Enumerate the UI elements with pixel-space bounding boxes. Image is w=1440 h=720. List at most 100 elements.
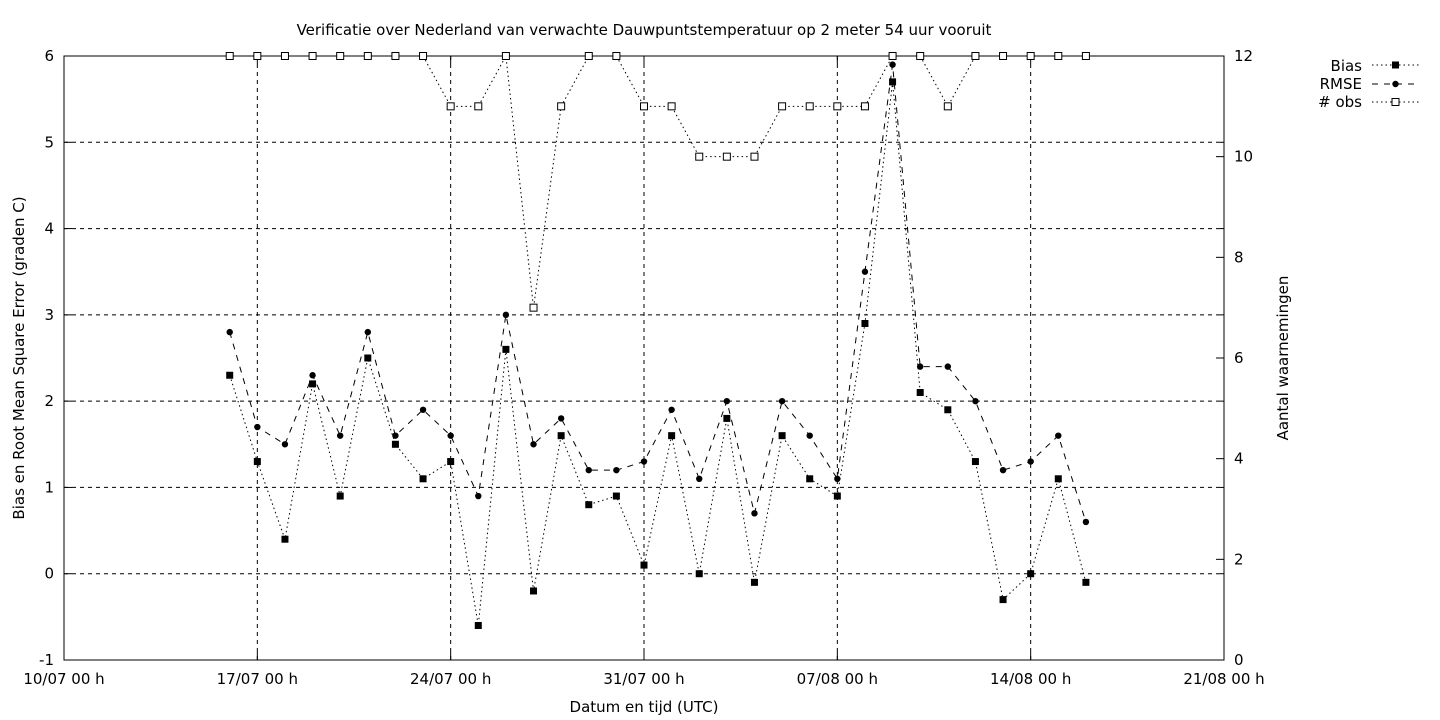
data-point-bias: [944, 406, 952, 414]
data-point-bias: [668, 432, 676, 440]
data-point-bias: [253, 458, 261, 466]
x-axis-ticks: 10/07 00 h 17/07 00 h 24/07 00 h 31/07 00 h…: [23, 56, 1265, 688]
data-point-rmse: [530, 441, 537, 448]
data-point-rmse: [806, 432, 813, 439]
data-point-bias: [502, 345, 510, 353]
data-point-obs: [640, 102, 648, 111]
data-point-obs: [584, 52, 593, 60]
data-point-bias: [889, 78, 897, 86]
data-point-rmse: [1027, 458, 1034, 465]
data-point-bias: [916, 389, 924, 397]
legend-marker-bias: [1392, 61, 1399, 69]
data-point-obs: [446, 102, 455, 111]
data-point-bias: [612, 492, 620, 500]
data-point-bias: [806, 475, 814, 483]
data-point-rmse: [502, 311, 510, 319]
data-point-bias: [447, 458, 455, 466]
y-tick-label: 4: [44, 220, 54, 238]
data-point-bias: [585, 501, 593, 509]
data-point-bias: [530, 587, 538, 595]
data-point-bias: [833, 492, 841, 500]
data-point-rmse: [613, 466, 620, 474]
x-tick-label: 17/07 00 h: [217, 670, 298, 688]
data-point-obs: [474, 102, 483, 111]
data-point-bias: [391, 440, 399, 448]
data-point-obs: [529, 303, 538, 312]
data-point-rmse: [281, 441, 289, 448]
data-point-obs: [943, 102, 952, 111]
y2-tick-label: 0: [1234, 651, 1244, 669]
data-point-rmse: [336, 432, 344, 439]
data-point-obs: [999, 52, 1008, 60]
data-point-obs: [501, 52, 510, 60]
data-point-obs: [805, 102, 814, 111]
data-point-rmse: [226, 328, 233, 336]
y2-tick-label: 10: [1234, 148, 1253, 166]
legend: Bias RMSE # obs: [1318, 57, 1420, 111]
x-axis-label: Datum en tijd (UTC): [570, 698, 719, 716]
data-point-rmse: [392, 432, 399, 439]
data-point-rmse: [889, 61, 896, 68]
series-line-bias: [229, 81, 1087, 626]
legend-label-rmse: RMSE: [1320, 75, 1362, 93]
y-tick-label: 3: [44, 306, 54, 324]
series-bias: [226, 78, 1090, 629]
data-point-obs: [363, 52, 372, 60]
data-point-rmse: [364, 328, 372, 336]
legend-label-obs: # obs: [1318, 93, 1362, 111]
data-point-bias: [336, 492, 344, 500]
data-point-rmse: [254, 423, 261, 431]
legend-marker-rmse: [1392, 80, 1399, 88]
data-point-rmse: [916, 363, 924, 370]
y-axis-ticks: -1 0 1 2 3 4 5 6: [39, 47, 1224, 669]
data-point-obs: [778, 102, 787, 111]
y2-axis-ticks: 0 2 4 6 8 10 12: [1216, 47, 1253, 669]
series-line-obs: [229, 54, 1086, 308]
data-point-obs: [833, 102, 842, 111]
y-axis-label: Bias en Root Mean Square Error (graden C…: [10, 196, 28, 519]
data-point-bias: [1054, 475, 1062, 483]
x-tick-label: 07/08 00 h: [797, 670, 878, 688]
data-point-rmse: [1082, 518, 1090, 526]
data-point-bias: [474, 621, 482, 629]
data-point-bias: [640, 561, 648, 569]
data-point-bias: [695, 570, 703, 578]
y2-tick-label: 8: [1234, 248, 1244, 266]
data-point-rmse: [1055, 432, 1062, 439]
data-point-bias: [309, 380, 317, 388]
legend-marker-obs: [1391, 98, 1400, 106]
data-point-bias: [971, 458, 979, 466]
data-point-rmse: [419, 406, 427, 413]
x-tick-label: 14/08 00 h: [990, 670, 1071, 688]
data-point-rmse: [834, 475, 841, 482]
data-point-bias: [778, 432, 786, 440]
x-tick-label: 31/07 00 h: [603, 670, 684, 688]
data-point-rmse: [585, 466, 592, 474]
legend-item-rmse: RMSE: [1320, 75, 1420, 93]
data-point-bias: [281, 535, 289, 543]
data-point-rmse: [557, 415, 565, 422]
legend-item-obs: # obs: [1318, 93, 1420, 111]
data-point-obs: [888, 52, 897, 60]
data-point-obs: [419, 52, 428, 60]
y-tick-label: 2: [44, 392, 54, 410]
data-point-obs: [308, 52, 317, 60]
y-tick-label: 6: [44, 47, 54, 65]
data-point-bias: [1027, 570, 1035, 578]
data-point-rmse: [447, 432, 454, 439]
y-tick-label: 5: [44, 133, 54, 151]
y2-axis-label: Aantal waarnemingen: [1274, 276, 1292, 441]
data-point-obs: [916, 52, 925, 60]
data-point-rmse: [778, 397, 786, 405]
x-tick-label: 24/07 00 h: [410, 670, 491, 688]
data-point-bias: [999, 596, 1007, 604]
series-layer: [225, 52, 1090, 629]
y2-tick-label: 6: [1234, 349, 1244, 367]
data-point-bias: [723, 414, 731, 422]
legend-label-bias: Bias: [1331, 57, 1363, 75]
data-point-bias: [419, 475, 427, 483]
data-point-obs: [722, 152, 731, 161]
data-point-rmse: [861, 268, 869, 275]
data-point-obs: [971, 52, 980, 60]
data-point-obs: [695, 152, 704, 161]
